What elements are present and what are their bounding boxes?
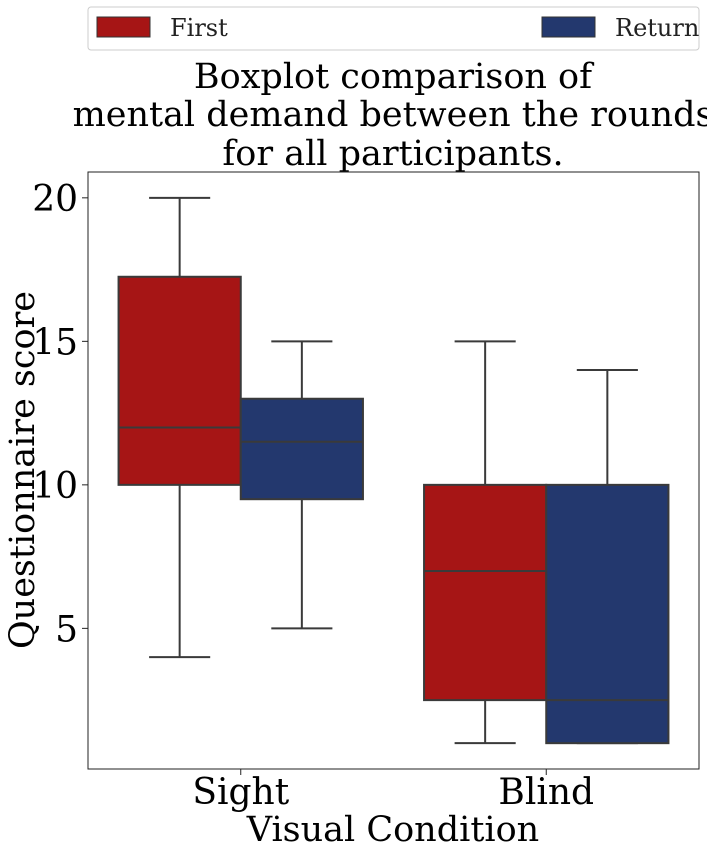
y-tick-label: 5 (55, 609, 78, 650)
legend: First Return (87, 6, 700, 51)
y-tick-label: 20 (32, 179, 78, 220)
legend-swatch-return (541, 16, 596, 38)
y-axis: 5 10 15 20 (32, 179, 88, 650)
y-tick-label: 10 (32, 466, 78, 507)
x-tick-label: Sight (192, 772, 289, 813)
box-return-sight (239, 340, 364, 630)
x-tick-label: Blind (498, 772, 594, 813)
title-line-1: Boxplot comparison of (194, 57, 595, 97)
x-axis: Sight Blind (192, 769, 594, 813)
title-line-3: for all participants. (222, 134, 563, 174)
legend-label-first: First (170, 14, 228, 42)
y-axis-label: Questionnaire score (3, 291, 43, 649)
box-iqr (545, 483, 670, 745)
legend-swatch-first (96, 16, 151, 38)
box-return-blind (545, 369, 670, 745)
boxes-layer (117, 196, 670, 745)
box-iqr (239, 397, 364, 501)
y-tick-label: 15 (32, 322, 78, 363)
x-axis-label: Visual Condition (246, 810, 539, 850)
title-line-2: mental demand between the rounds (73, 95, 707, 135)
chart-title: Boxplot comparison of mental demand betw… (73, 57, 707, 174)
box-first-sight (117, 196, 242, 659)
legend-label-return: Return (615, 14, 699, 42)
box-iqr (423, 483, 548, 702)
box-iqr (117, 275, 242, 486)
